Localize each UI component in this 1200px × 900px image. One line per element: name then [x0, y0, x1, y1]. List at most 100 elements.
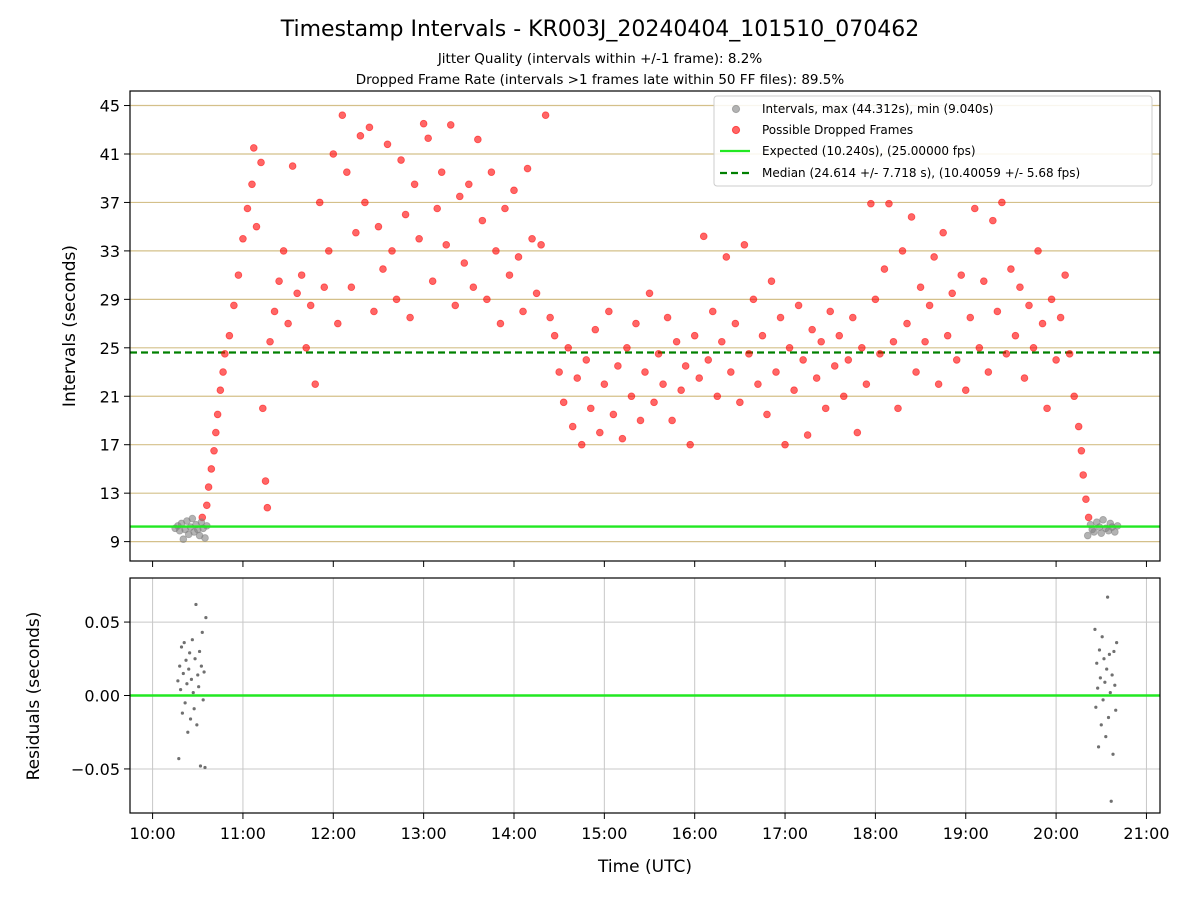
dropped-frame-point — [943, 331, 952, 340]
dropped-frame-point — [239, 234, 247, 243]
intervals-points — [130, 111, 1160, 543]
dropped-frame-point — [546, 313, 554, 322]
dropped-frame-point — [433, 204, 441, 213]
dropped-frame-point — [898, 247, 907, 255]
dropped-frame-point — [559, 398, 568, 407]
x-tick-label: 21:00 — [1123, 824, 1169, 843]
intervals-y-tick-label: 41 — [100, 145, 120, 164]
dropped-frame-point — [505, 271, 514, 279]
dropped-frame-point — [993, 307, 1002, 316]
dropped-frame-point — [686, 440, 694, 449]
residual-point — [196, 673, 200, 677]
dropped-frame-point — [618, 434, 627, 443]
dropped-frame-point — [455, 192, 464, 201]
interval-point — [1090, 528, 1098, 536]
residual-point — [199, 664, 203, 668]
residual-point — [204, 616, 208, 620]
residual-point — [1094, 705, 1098, 709]
dropped-frame-point — [776, 313, 785, 322]
dropped-frame-point — [469, 283, 478, 292]
dropped-frame-point — [249, 144, 258, 152]
dropped-frame-point — [745, 350, 753, 358]
residual-point — [1114, 708, 1118, 712]
residual-point — [197, 649, 202, 654]
dropped-frame-point — [1002, 350, 1011, 358]
intervals-y-ticks: 9 13 17 21 25 29 33 37 41 45 — [100, 97, 130, 552]
chart-subtitle-jitter: Jitter Quality (intervals within +/-1 fr… — [437, 51, 763, 67]
intervals-y-tick-label: 33 — [100, 242, 120, 261]
residual-point — [191, 690, 195, 695]
dropped-frame-point — [343, 168, 351, 176]
dropped-frame-point — [347, 283, 356, 292]
dropped-frame-point — [266, 337, 274, 346]
residual-point — [195, 723, 199, 727]
dropped-frame-point — [230, 301, 238, 310]
dropped-frame-point — [998, 198, 1006, 207]
x-tick-label: 16:00 — [672, 824, 718, 843]
residual-point — [1095, 661, 1099, 665]
dropped-frame-point — [207, 465, 216, 473]
dropped-frame-point — [654, 350, 663, 358]
dropped-frame-point — [672, 337, 681, 346]
residual-point — [194, 602, 198, 607]
residual-point — [190, 638, 194, 642]
dropped-frame-point — [758, 331, 767, 340]
residual-point — [1099, 723, 1103, 727]
interval-point — [1083, 531, 1092, 540]
dropped-frame-point — [216, 386, 225, 395]
interval-point — [179, 535, 188, 543]
dropped-frame-point — [483, 295, 491, 304]
dropped-frame-point — [659, 380, 667, 388]
dropped-frame-point — [374, 222, 383, 231]
dropped-frame-point — [961, 386, 970, 395]
dropped-frame-point — [1034, 247, 1042, 255]
dropped-frame-point — [577, 440, 586, 449]
intervals-y-tick-label: 25 — [100, 339, 120, 358]
dropped-frame-point — [596, 428, 604, 437]
dropped-frame-point — [437, 168, 446, 176]
dropped-frame-point — [989, 216, 997, 225]
dropped-frame-point — [808, 325, 816, 334]
dropped-frame-point — [772, 368, 780, 376]
dropped-frame-point — [641, 368, 649, 376]
residual-point — [202, 670, 206, 674]
dropped-frame-point — [510, 186, 518, 195]
residuals-x-ticks: 10:00 11:00 12:00 13:00 14:00 15:00 16:00 17:00… — [130, 813, 1170, 843]
dropped-frame-point — [970, 204, 979, 213]
residual-point — [178, 688, 183, 692]
dropped-frame-point — [501, 204, 509, 213]
chart-subtitle-dropped: Dropped Frame Rate (intervals >1 frames … — [356, 72, 845, 88]
intervals-y-tick-label: 9 — [110, 533, 120, 552]
residual-point — [1096, 745, 1101, 749]
intervals-y-tick-label: 29 — [100, 290, 120, 309]
dropped-frame-point — [695, 374, 704, 382]
dropped-frame-point — [740, 241, 749, 249]
dropped-frame-point — [894, 404, 902, 413]
dropped-frame-point — [204, 483, 213, 491]
dropped-frame-point — [288, 162, 297, 170]
dropped-frame-point — [465, 180, 473, 189]
dropped-frame-point — [541, 111, 550, 120]
x-tick-label: 12:00 — [310, 824, 356, 843]
interval-point — [1099, 516, 1107, 524]
residuals-y-tick-label: 0.05 — [84, 613, 120, 632]
dropped-frame-point — [582, 356, 591, 364]
x-tick-label: 20:00 — [1033, 824, 1079, 843]
dropped-frame-point — [263, 503, 272, 512]
dropped-frame-point — [1052, 356, 1060, 364]
dropped-frame-point — [1079, 471, 1088, 479]
dropped-frame-point — [492, 247, 500, 255]
intervals-axes-frame — [129, 90, 1161, 562]
dropped-frame-point — [849, 313, 857, 322]
dropped-frame-point — [632, 319, 640, 328]
legend-marker-intervals — [731, 104, 741, 114]
dropped-frame-point — [623, 344, 631, 352]
dropped-frame-point — [306, 301, 315, 310]
dropped-frame-point — [939, 228, 947, 237]
dropped-frame-point — [713, 392, 722, 401]
dropped-frame-point — [537, 241, 545, 249]
dropped-frame-point — [1074, 422, 1083, 431]
dropped-frame-point — [261, 477, 270, 485]
dropped-frame-point — [826, 307, 835, 316]
